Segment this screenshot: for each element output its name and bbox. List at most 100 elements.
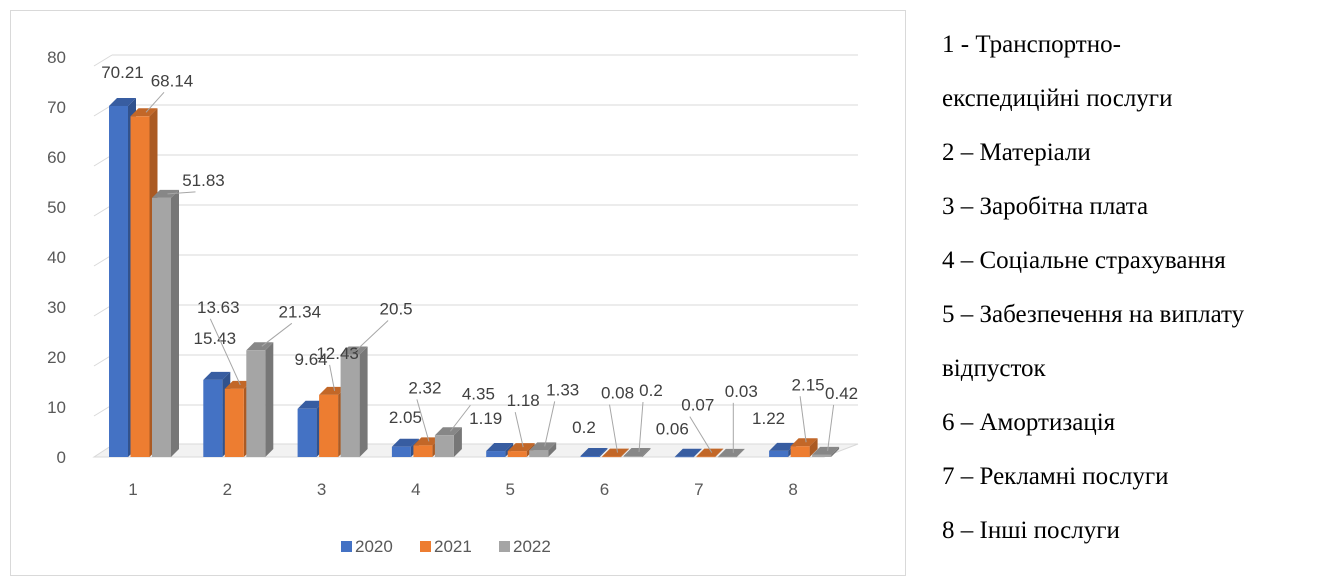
category-legend-line: 4 – Соціальне страхування [942, 247, 1226, 274]
data-label: 2.05 [389, 408, 422, 427]
bar-front [391, 446, 411, 457]
data-label: 20.5 [380, 300, 413, 319]
bar-front [224, 388, 244, 457]
leader-line [416, 399, 430, 442]
bar-top [224, 380, 252, 389]
x-tick-label: 4 [411, 480, 420, 499]
bar-side [642, 448, 651, 457]
y-tick-label: 0 [57, 448, 66, 467]
data-label: 1.18 [507, 391, 540, 410]
data-label: 68.14 [151, 71, 194, 90]
bar-side [359, 346, 368, 457]
y-tick-label: 20 [47, 348, 66, 367]
bar-side [715, 448, 724, 457]
bar-side [265, 342, 274, 457]
bar-front [580, 456, 600, 457]
y-tick-label: 30 [47, 298, 66, 317]
bar-side [453, 427, 462, 457]
bar-2021-cat-8 [790, 438, 818, 457]
legend-swatch-2021 [420, 541, 431, 552]
bar-front [203, 379, 223, 457]
bar-top [413, 437, 441, 446]
bar-top [391, 438, 419, 447]
bar-front [413, 445, 433, 457]
bar-top [109, 97, 136, 106]
bar-top [203, 371, 231, 380]
leader-line [514, 411, 524, 448]
bar-front [130, 116, 150, 458]
leader-line [609, 404, 618, 453]
bar-front [696, 456, 716, 458]
bar-side [171, 189, 179, 457]
bar-2020-cat-7 [674, 448, 702, 458]
data-label: 0.03 [725, 382, 758, 401]
data-label: 13.63 [197, 298, 240, 317]
x-tick-label: 1 [128, 480, 137, 499]
data-label: 1.33 [546, 380, 579, 399]
data-label: 12.43 [316, 344, 359, 363]
bar-2022-cat-1 [152, 189, 179, 457]
category-legend-line: 2 – Матеріали [942, 139, 1091, 166]
bar-front [529, 450, 549, 457]
bar-top [246, 342, 274, 351]
bar-2022-cat-8 [812, 446, 840, 457]
x-tick-label: 8 [788, 480, 797, 499]
bar-2021-cat-6 [602, 448, 629, 458]
legend-swatch-2022 [499, 541, 510, 552]
bar-top [769, 442, 797, 451]
bar-top [507, 443, 535, 452]
bar-top [674, 448, 702, 457]
x-tick-label: 2 [223, 480, 232, 499]
legend-label-2021: 2021 [434, 537, 472, 556]
leader-line [355, 320, 389, 351]
bar-top [580, 448, 608, 456]
bar-top [486, 443, 514, 452]
bar-front [674, 456, 694, 458]
bar-side [831, 446, 840, 457]
leader-line [827, 404, 835, 451]
gridline [93, 54, 113, 67]
bar-side [599, 448, 608, 457]
category-legend-line: 8 – Інші послуги [942, 517, 1120, 544]
leader-line [450, 404, 471, 432]
bar-2020-cat-6 [580, 448, 608, 457]
bar-front [790, 446, 810, 457]
leader-line [329, 364, 336, 391]
bar-front [340, 354, 360, 457]
bar-front [434, 435, 454, 457]
bar-front [602, 456, 621, 458]
bar-top [790, 438, 818, 447]
bar-top [602, 448, 629, 457]
data-label: 70.21 [101, 63, 144, 82]
category-legend-line: 6 – Амортизація [942, 409, 1116, 436]
x-tick-label: 3 [317, 480, 326, 499]
y-tick-label: 70 [47, 98, 66, 117]
bar-front [812, 454, 832, 457]
category-legend-line: 5 – Забезпечення на виплату [942, 301, 1245, 328]
x-tick-label: 6 [600, 480, 609, 499]
bar-side [809, 438, 818, 457]
y-tick-label: 80 [47, 48, 66, 67]
x-axis-ticks: 1 2 3 4 5 6 7 8 [128, 480, 798, 499]
leader-line [145, 91, 165, 113]
bar-2022-cat-4 [434, 427, 462, 457]
leader-line [261, 322, 293, 347]
bar-top [130, 108, 158, 117]
bar-front [486, 451, 506, 457]
bar-side [548, 442, 557, 457]
bar-front [769, 450, 789, 457]
leader-line [167, 191, 196, 195]
data-label: 2.32 [408, 378, 441, 397]
legend-label-2022: 2022 [513, 537, 551, 556]
leader-line [799, 396, 807, 443]
leader-line [638, 401, 644, 453]
data-label: 21.34 [279, 302, 322, 321]
y-tick-label: 60 [47, 148, 66, 167]
data-label: 51.83 [182, 171, 225, 190]
category-legend-line: відпусток [942, 355, 1046, 382]
category-legend-line: 3 – Заробітна плата [942, 193, 1149, 220]
y-tick-label: 40 [47, 248, 66, 267]
data-label: 4.35 [462, 384, 495, 403]
